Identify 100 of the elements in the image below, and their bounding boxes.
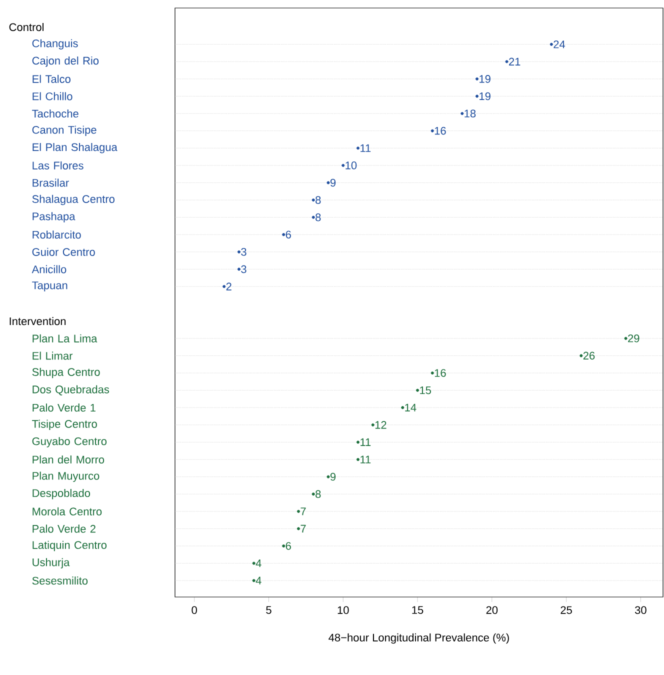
point	[401, 406, 404, 410]
data-label: 19	[480, 92, 490, 100]
text: Control	[9, 22, 44, 32]
point	[237, 268, 240, 271]
point	[580, 354, 583, 358]
y-tick-label: El Talco	[32, 74, 70, 83]
data-label: 11	[360, 144, 371, 152]
y-tick-label: Ushurja	[32, 558, 70, 568]
data-label: 9	[330, 178, 336, 187]
y-tick-label: El Limar	[32, 352, 73, 360]
data-label: 15	[420, 386, 431, 394]
y-tick-label: Changuis	[32, 39, 78, 50]
point	[430, 371, 434, 374]
y-tick-label: El Plan Shalagua	[32, 142, 118, 154]
y-tick-label: Roblarcito	[32, 230, 81, 239]
point	[237, 250, 240, 254]
data-label: 21	[509, 58, 520, 66]
x-tick-label: 0	[192, 606, 197, 614]
y-tick-label: Pashapa	[32, 212, 76, 222]
y-tick-label: Sesesmilito	[32, 576, 88, 585]
data-label: 12	[375, 421, 386, 429]
y-tick-label: Palo Verde 1	[32, 404, 96, 412]
y-tick-label: Guior Centro	[32, 248, 95, 256]
data-label: 7	[300, 524, 306, 532]
point	[476, 77, 479, 80]
point	[296, 510, 300, 513]
text: Intervention	[10, 317, 66, 326]
data-label: 11	[360, 438, 371, 446]
data-label: 6	[286, 230, 291, 239]
y-tick-label: Shalagua Centro	[32, 194, 114, 206]
y-tick-label: Brasilar	[32, 178, 69, 187]
point	[296, 527, 300, 530]
point	[550, 42, 553, 46]
point	[312, 198, 315, 202]
point	[430, 129, 434, 132]
x-axis-title: 48−hour Longitudinal Prevalence (%)	[328, 633, 509, 644]
point	[356, 440, 360, 444]
y-tick-label: Plan Muyurco	[32, 472, 100, 482]
data-label: 24	[554, 40, 566, 48]
data-label: 3	[241, 248, 246, 256]
y-tick-label: Despoblado	[32, 488, 90, 500]
data-label: 4	[256, 559, 262, 568]
data-label: 4	[256, 576, 262, 584]
point	[356, 146, 360, 150]
data-label: 7	[300, 508, 306, 516]
y-tick-label: Plan La Lima	[32, 334, 98, 342]
y-tick-label: Latiquin Centro	[32, 540, 107, 552]
y-tick-label: Plan del Morro	[32, 455, 104, 464]
y-tick-label: Shupa Centro	[32, 368, 100, 378]
y-tick-label: Tapuan	[32, 282, 68, 292]
data-label: 29	[628, 334, 640, 342]
y-tick-label: Guyabo Centro	[32, 437, 107, 448]
y-tick-label: Tisipe Centro	[32, 420, 97, 430]
y-tick-label: Anicillo	[32, 265, 66, 274]
y-tick-label: Dos Quebradas	[32, 385, 110, 396]
data-label: 9	[330, 472, 336, 481]
point	[252, 579, 256, 582]
data-label: 18	[464, 110, 476, 118]
point	[371, 423, 374, 426]
data-label: 26	[583, 352, 595, 360]
point	[312, 216, 315, 219]
x-tick-label: 10	[338, 606, 349, 614]
y-tick-label: Cajon del Rio	[32, 56, 99, 67]
y-tick-label: Morola Centro	[32, 507, 102, 516]
y-tick-label: Tachoche	[32, 109, 78, 118]
point	[342, 164, 345, 167]
data-label: 14	[405, 404, 416, 412]
data-label: 2	[226, 282, 232, 290]
data-label: 8	[316, 213, 321, 222]
x-tick-label: 25	[560, 606, 572, 614]
point	[282, 544, 286, 548]
point	[282, 233, 286, 236]
x-tick-label: 30	[634, 606, 646, 614]
point	[326, 181, 330, 184]
y-tick-label: Las Flores	[32, 161, 84, 170]
point	[326, 475, 330, 478]
y-tick-label: El Chillo	[32, 92, 72, 100]
x-tick-label: 20	[486, 606, 498, 614]
data-label: 6	[286, 542, 291, 550]
data-label: 11	[360, 456, 371, 464]
point	[505, 60, 508, 64]
data-label: 16	[434, 369, 446, 377]
point	[416, 388, 420, 392]
y-tick-label: Palo Verde 2	[32, 524, 96, 533]
point	[222, 285, 226, 288]
data-label: 8	[316, 490, 321, 498]
data-label: 19	[480, 75, 490, 83]
data-label: 16	[434, 126, 446, 135]
x-tick-label: 15	[412, 606, 424, 614]
point	[476, 94, 479, 98]
point	[356, 458, 360, 461]
data-label: 10	[346, 162, 357, 170]
point	[312, 492, 315, 496]
x-tick-label: 5	[266, 606, 272, 614]
y-tick-label: Canon Tisipe	[32, 126, 96, 136]
point	[624, 336, 628, 340]
data-label: 8	[316, 196, 321, 204]
point	[252, 562, 256, 565]
data-label: 3	[241, 265, 246, 274]
point	[460, 112, 464, 116]
